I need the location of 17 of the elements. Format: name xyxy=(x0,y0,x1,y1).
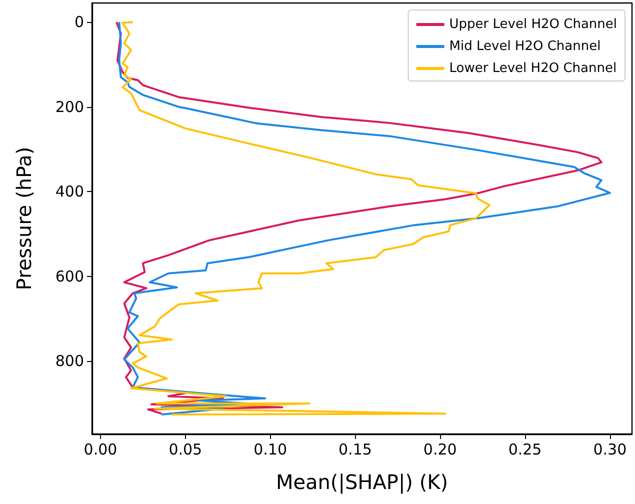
x-tick-label: 0.05 xyxy=(168,440,202,458)
x-tick-label: 0.20 xyxy=(423,440,457,458)
y-tick-label: 600 xyxy=(55,267,84,286)
x-axis-title: Mean(|SHAP|) (K) xyxy=(276,470,448,494)
y-tick-label: 400 xyxy=(55,182,84,201)
x-tick-label: 0.10 xyxy=(254,440,288,458)
y-axis-title: Pressure (hPa) xyxy=(12,146,36,290)
x-tick-label: 0.00 xyxy=(84,440,118,458)
legend-label: Upper Level H2O Channel xyxy=(449,17,618,32)
x-tick-label: 0.15 xyxy=(338,440,372,458)
y-tick-label: 200 xyxy=(55,98,84,116)
x-tick-label: 0.30 xyxy=(593,440,627,458)
legend-label: Lower Level H2O Channel xyxy=(449,61,617,76)
y-tick-label: 800 xyxy=(55,352,84,370)
legend-label: Mid Level H2O Channel xyxy=(449,39,601,54)
x-tick-label: 0.25 xyxy=(508,440,542,458)
y-tick-label: 0 xyxy=(74,13,84,32)
